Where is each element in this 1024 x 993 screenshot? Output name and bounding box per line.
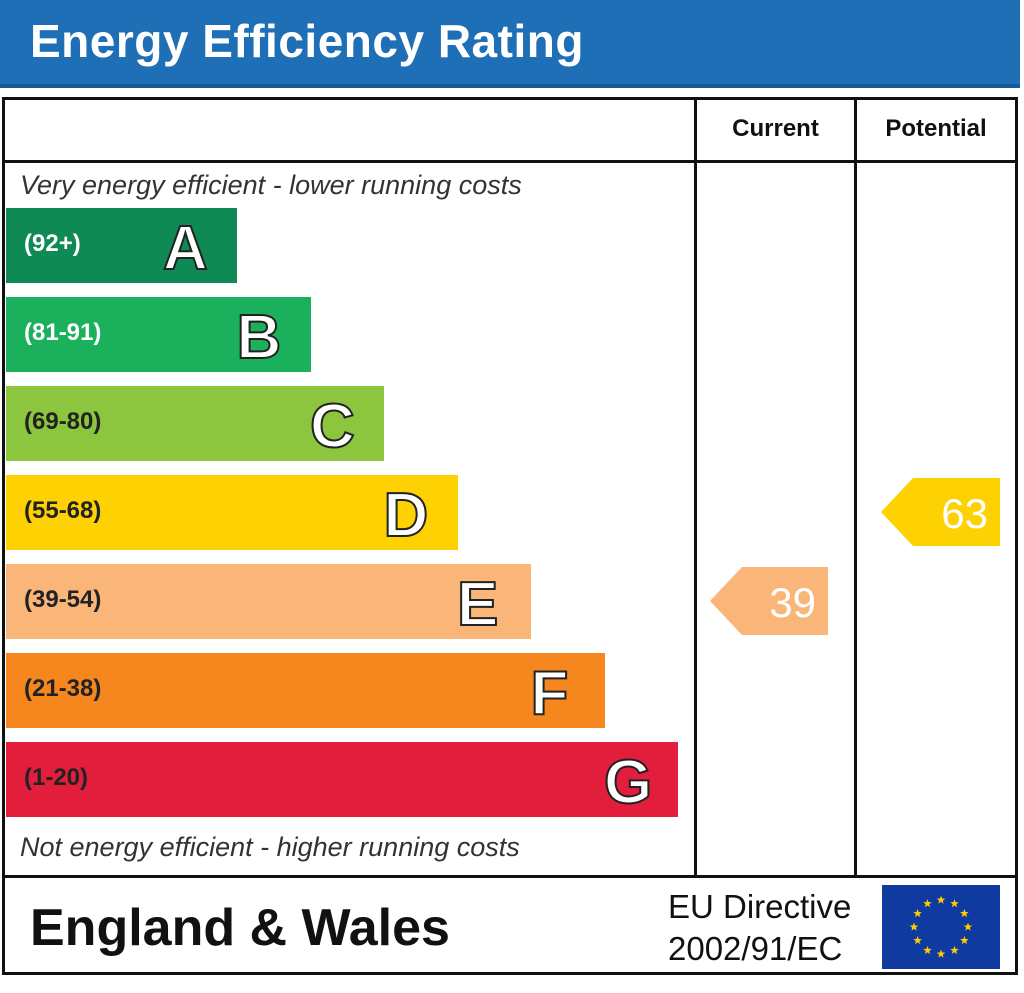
eu-star bbox=[923, 899, 932, 908]
divider-current bbox=[694, 97, 697, 878]
band-letter: A bbox=[162, 213, 209, 284]
note-efficient: Very energy efficient - lower running co… bbox=[20, 170, 522, 200]
eu-flag-icon bbox=[882, 885, 1000, 969]
title-bar: Energy Efficiency Rating bbox=[0, 0, 1020, 88]
eu-star bbox=[963, 922, 973, 931]
current-rating-arrow-value: 39 bbox=[769, 579, 816, 626]
footer-divider bbox=[2, 875, 1018, 878]
band-d: (55-68) D bbox=[6, 475, 458, 551]
eu-star bbox=[950, 945, 959, 955]
potential-rating-arrow-value: 63 bbox=[941, 490, 988, 537]
chart-title: Energy Efficiency Rating bbox=[30, 15, 584, 67]
band-c: (69-80) C bbox=[6, 386, 384, 462]
directive-line-2: 2002/91/EC bbox=[668, 930, 843, 967]
eu-star bbox=[936, 895, 946, 904]
band-letter: C bbox=[309, 391, 356, 462]
directive-line-1: EU Directive bbox=[668, 888, 852, 925]
eu-star bbox=[960, 936, 969, 945]
divider-potential bbox=[854, 97, 857, 878]
eu-star bbox=[960, 909, 969, 918]
column-header-potential: Potential bbox=[885, 115, 987, 142]
column-header-current: Current bbox=[732, 115, 819, 142]
eu-star bbox=[913, 936, 922, 945]
eu-star bbox=[909, 922, 919, 931]
band-range-label: (92+) bbox=[24, 230, 81, 257]
band-g: (1-20) G bbox=[6, 742, 678, 818]
band-letter: G bbox=[603, 747, 653, 818]
band-letter: B bbox=[236, 302, 283, 373]
eu-star bbox=[913, 909, 922, 918]
band-range-label: (1-20) bbox=[24, 764, 89, 791]
band-a: (92+) A bbox=[6, 208, 237, 284]
band-range-label: (81-91) bbox=[24, 319, 102, 346]
eu-star bbox=[950, 899, 959, 908]
band-range-label: (69-80) bbox=[24, 408, 102, 435]
rating-frame bbox=[2, 97, 1018, 975]
region-label: England & Wales bbox=[30, 899, 450, 957]
band-letter: F bbox=[530, 658, 570, 729]
header-divider bbox=[2, 160, 1018, 163]
note-inefficient: Not energy efficient - higher running co… bbox=[20, 832, 520, 862]
band-range-label: (55-68) bbox=[24, 497, 102, 524]
band-e: (39-54) E bbox=[6, 564, 531, 640]
eu-stars bbox=[909, 895, 973, 958]
band-f: (21-38) F bbox=[6, 653, 605, 729]
eu-star bbox=[936, 949, 946, 958]
band-range-label: (21-38) bbox=[24, 675, 102, 702]
band-b: (81-91) B bbox=[6, 297, 311, 373]
eu-star bbox=[923, 945, 932, 955]
band-range-label: (39-54) bbox=[24, 586, 102, 613]
band-letter: D bbox=[383, 480, 430, 551]
band-letter: E bbox=[456, 569, 499, 640]
